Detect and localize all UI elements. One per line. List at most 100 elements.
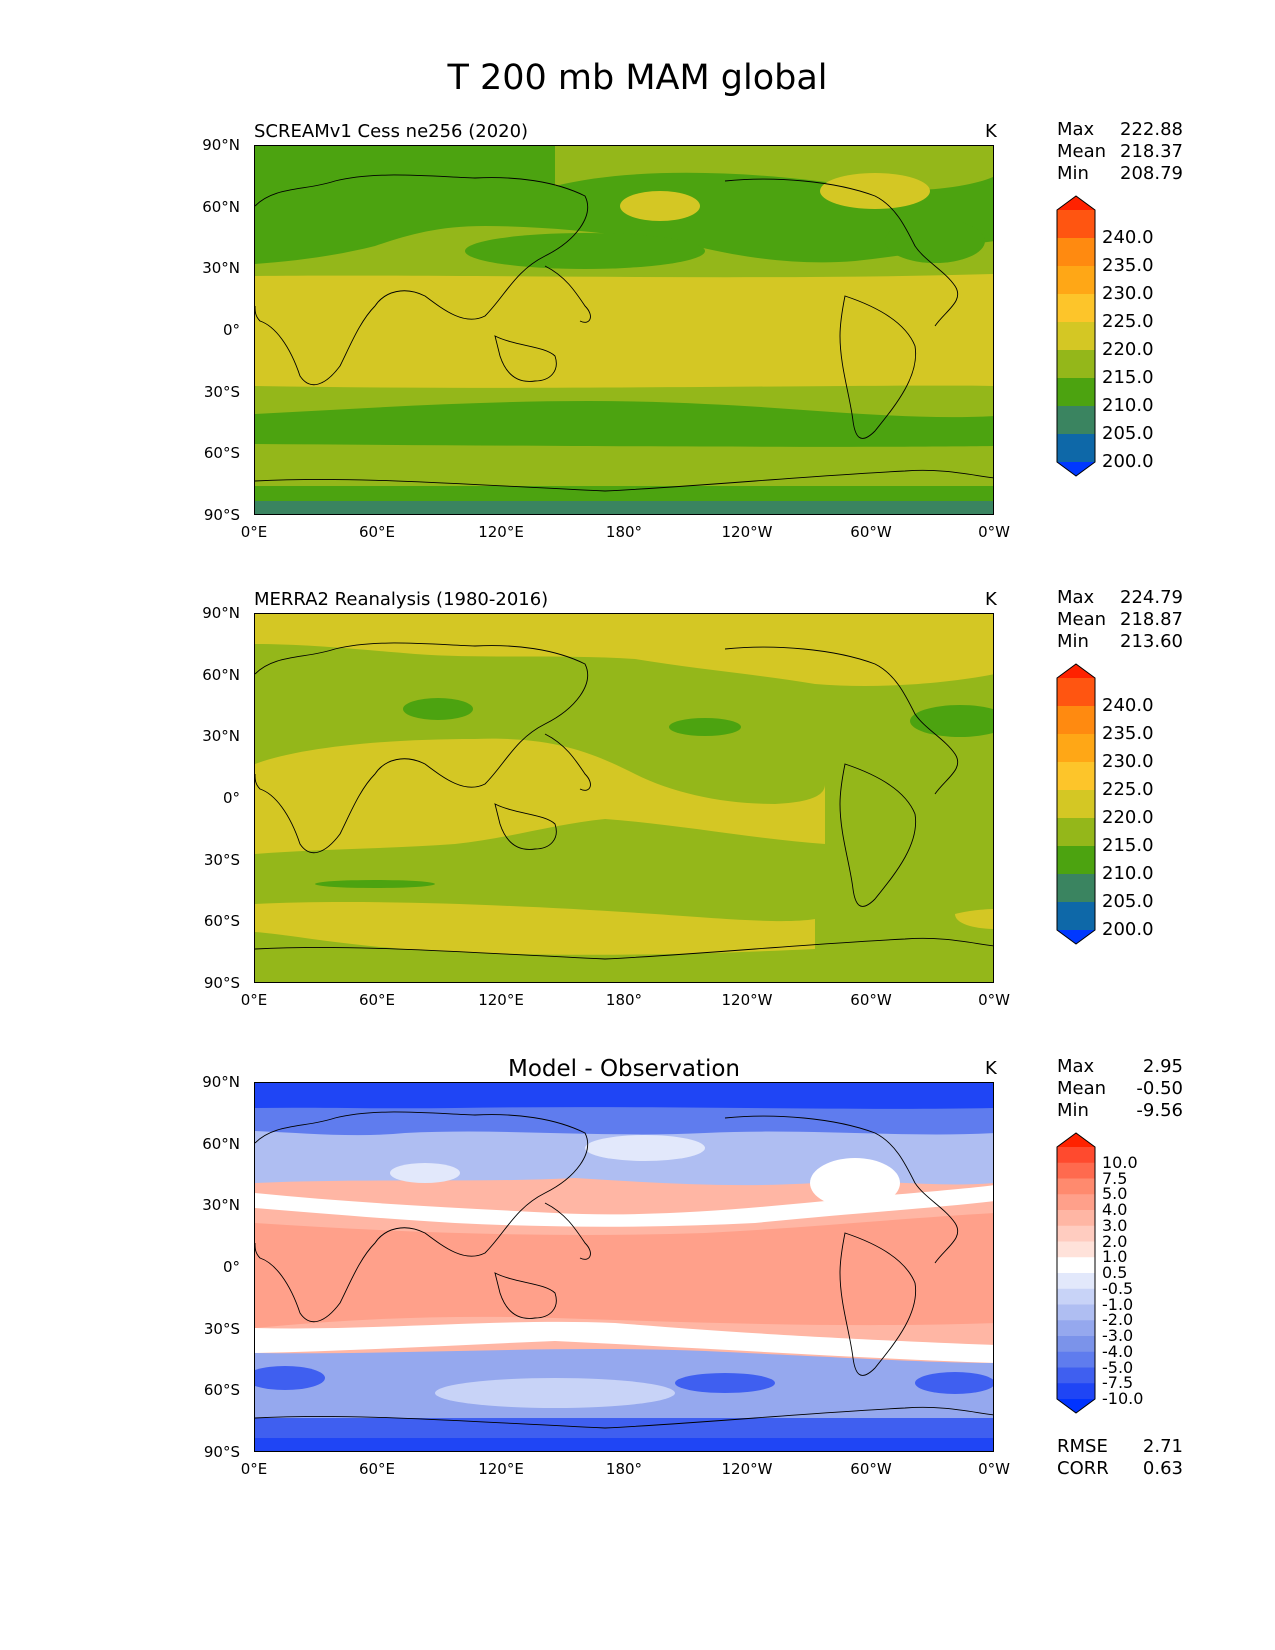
colorbar-extend-max bbox=[1057, 1133, 1095, 1147]
colorbar-segment bbox=[1057, 1225, 1095, 1242]
colorbar-segment bbox=[1057, 350, 1095, 379]
panel-model: SCREAMv1 Cess ne256 (2020) K bbox=[0, 119, 1275, 559]
colorbar-segment bbox=[1057, 210, 1095, 239]
stat-max: 2.95 bbox=[1142, 1056, 1183, 1077]
colorbar-tick-label: 210.0 bbox=[1102, 863, 1154, 884]
stats-block: Max 222.88 Mean 218.37 Min 208.79 bbox=[1057, 119, 1183, 185]
lon-tick-label: 0°E bbox=[240, 991, 268, 1009]
colorbar-segment bbox=[1057, 1288, 1095, 1305]
stat-min-label: Min bbox=[1057, 163, 1089, 184]
colorbar-tick-label: -4.0 bbox=[1102, 1341, 1134, 1361]
lon-tick-label: 120°W bbox=[721, 523, 773, 541]
lat-tick-label: 30°S bbox=[203, 1320, 240, 1338]
colorbar-svg bbox=[1056, 195, 1096, 477]
lon-tick-label: 60°W bbox=[850, 523, 892, 541]
colorbar-segment bbox=[1057, 378, 1095, 407]
colorbar-tick-label: 240.0 bbox=[1102, 695, 1154, 716]
colorbar-segment bbox=[1057, 1210, 1095, 1227]
coastlines bbox=[255, 642, 993, 960]
colorbar-segment bbox=[1057, 1241, 1095, 1258]
colorbar-segment bbox=[1057, 1383, 1095, 1400]
stat-mean-label: Mean bbox=[1057, 609, 1107, 630]
stat-max: 224.79 bbox=[1120, 587, 1183, 608]
colorbar-tick-label: 205.0 bbox=[1102, 423, 1154, 444]
stat-max-label: Max bbox=[1057, 1056, 1095, 1077]
colorbar-tick-label: -3.0 bbox=[1102, 1326, 1134, 1345]
colorbar-tick-label: 2.0 bbox=[1102, 1231, 1128, 1251]
lat-tick-label: 0° bbox=[222, 1258, 240, 1276]
colorbar-segment bbox=[1057, 1257, 1095, 1274]
colorbar-extend-min bbox=[1057, 1399, 1095, 1413]
colorbar-segment bbox=[1057, 1367, 1095, 1384]
error-stats-block: RMSE 2.71 CORR 0.63 bbox=[1057, 1436, 1183, 1480]
field-patch bbox=[910, 705, 993, 737]
colorbar-tick-label: 240.0 bbox=[1102, 227, 1154, 248]
lat-tick-label: 0° bbox=[222, 321, 240, 339]
field-light-patch bbox=[390, 1163, 460, 1183]
field-north-atlantic bbox=[885, 219, 985, 263]
colorbar-segment bbox=[1057, 846, 1095, 875]
colorbar: 10.0 7.5 5.0 4.0 3.0 2.0 1.0 0.5 -0.5 -1.0 -2.0 -3.… bbox=[1056, 1132, 1186, 1432]
lon-tick-label: 60°E bbox=[358, 991, 396, 1009]
colorbar-tick-label: 220.0 bbox=[1102, 339, 1154, 360]
stat-mean: 218.37 bbox=[1120, 141, 1183, 162]
lon-tick-label: 180° bbox=[605, 1460, 643, 1478]
lat-tick-label: 60°S bbox=[203, 444, 240, 462]
field-white-band bbox=[255, 1185, 993, 1227]
colorbar-segment bbox=[1057, 266, 1095, 295]
colorbar-segment bbox=[1057, 678, 1095, 707]
colorbar-segment bbox=[1057, 1273, 1095, 1290]
lat-tick-label: 30°S bbox=[203, 851, 240, 869]
colorbar-extend-max bbox=[1057, 196, 1095, 210]
stat-mean: -0.50 bbox=[1136, 1078, 1183, 1099]
field-white-patch bbox=[810, 1158, 900, 1208]
colorbar-segment bbox=[1057, 706, 1095, 735]
lat-tick-label: 60°N bbox=[202, 198, 240, 216]
colorbar-segment bbox=[1057, 1178, 1095, 1195]
lat-tick-label: 60°S bbox=[203, 912, 240, 930]
lon-tick-label: 120°E bbox=[478, 1460, 524, 1478]
field-patch bbox=[315, 880, 435, 888]
field-band-south bbox=[255, 401, 993, 447]
figure-title: T 200 mb MAM global bbox=[447, 58, 828, 98]
colorbar: 240.0 235.0 230.0 225.0 220.0 215.0 210.0 205.0… bbox=[1056, 195, 1186, 495]
colorbar-tick-label: 200.0 bbox=[1102, 451, 1154, 472]
colorbar-tick-label: 7.5 bbox=[1102, 1168, 1128, 1188]
stat-rmse: 2.71 bbox=[1142, 1436, 1183, 1457]
colorbar-tick-label: -5.0 bbox=[1102, 1357, 1134, 1377]
colorbar-tick-label: 230.0 bbox=[1102, 751, 1154, 772]
coastlines bbox=[255, 1111, 993, 1429]
panel-difference: Model - Observation K bbox=[0, 1056, 1275, 1496]
field-patch bbox=[403, 698, 473, 720]
lon-tick-label: 0°E bbox=[240, 1460, 268, 1478]
panel-observation: MERRA2 Reanalysis (1980-2016) K 90°N 60°… bbox=[0, 587, 1275, 1027]
lon-tick-label: 120°E bbox=[478, 523, 524, 541]
lon-tick-label: 120°E bbox=[478, 991, 524, 1009]
colorbar-outline bbox=[1056, 1132, 1096, 1414]
field-south-band-2 bbox=[955, 909, 993, 929]
colorbar-tick-label: 230.0 bbox=[1102, 283, 1154, 304]
field-band-pole bbox=[255, 501, 993, 514]
field-dark-patch bbox=[675, 1373, 775, 1393]
field-pole-south bbox=[255, 1438, 993, 1451]
colorbar-segment bbox=[1057, 1162, 1095, 1179]
units-label: K bbox=[985, 589, 997, 610]
map-difference bbox=[254, 1082, 994, 1452]
colorbar-segment bbox=[1057, 734, 1095, 763]
stat-rmse-label: RMSE bbox=[1057, 1436, 1108, 1457]
colorbar-svg bbox=[1056, 663, 1096, 945]
field-light-patch bbox=[585, 1135, 705, 1161]
colorbar-extend-min bbox=[1057, 462, 1095, 476]
colorbar-tick-label: 210.0 bbox=[1102, 395, 1154, 416]
colorbar-segment bbox=[1057, 1147, 1095, 1164]
colorbar-segment bbox=[1057, 1304, 1095, 1321]
colorbar-tick-label: 215.0 bbox=[1102, 367, 1154, 388]
field-north-pacific bbox=[465, 233, 705, 269]
field-dark-patch bbox=[255, 1366, 325, 1390]
colorbar-tick-label: 225.0 bbox=[1102, 779, 1154, 800]
map-difference-svg bbox=[255, 1083, 993, 1451]
lon-tick-label: 120°W bbox=[721, 991, 773, 1009]
colorbar-tick-label: 220.0 bbox=[1102, 807, 1154, 828]
stat-max-label: Max bbox=[1057, 587, 1095, 608]
colorbar-svg bbox=[1056, 1132, 1096, 1414]
